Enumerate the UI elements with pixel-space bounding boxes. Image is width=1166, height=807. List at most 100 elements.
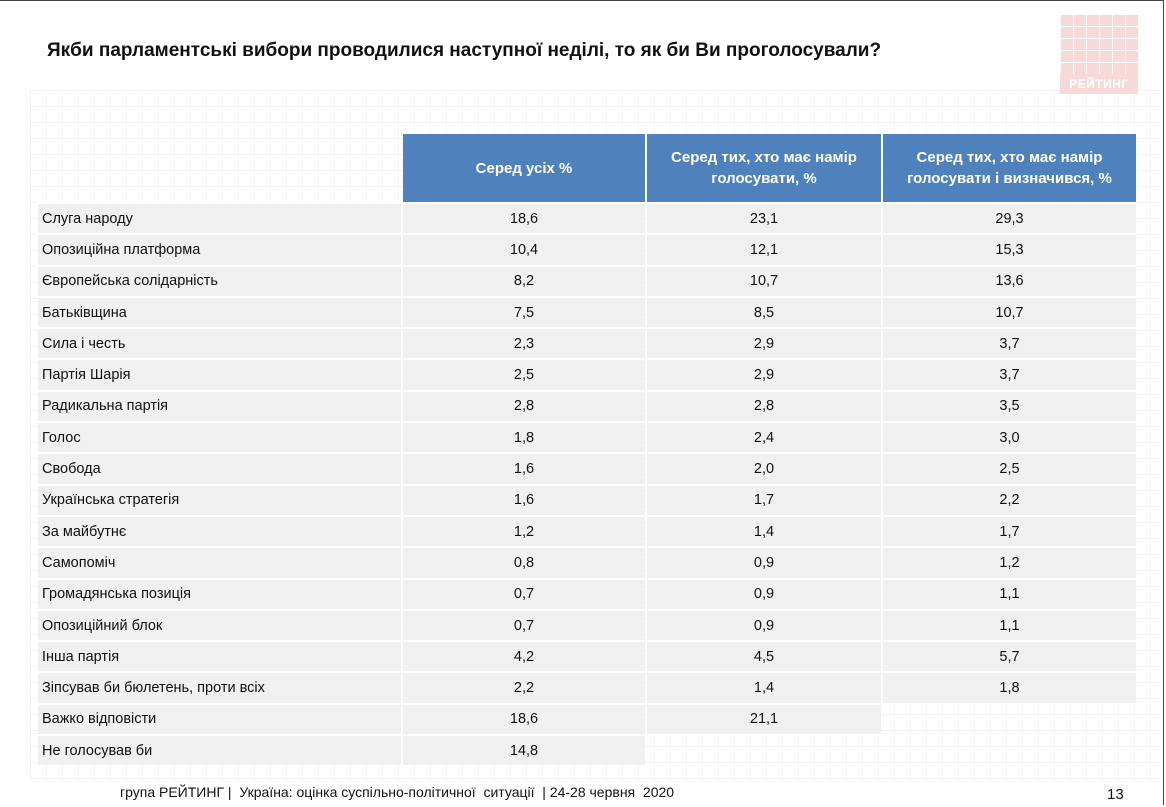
value-cell: 0,9	[647, 577, 881, 609]
header-decided: Серед тих, хто має намір голосувати і ви…	[883, 134, 1136, 202]
footer-text: група РЕЙТИНГ | Україна: оцінка суспільн…	[120, 784, 675, 800]
value-cell: 10,7	[647, 264, 881, 296]
value-cell: 2,4	[647, 421, 881, 453]
value-cell: 4,2	[403, 640, 645, 672]
value-cell: 0,7	[403, 577, 645, 609]
page-number: 13	[1107, 786, 1124, 803]
empty-cell	[883, 734, 1136, 765]
value-cell: 1,7	[883, 514, 1136, 547]
value-cell: 1,1	[883, 608, 1136, 641]
value-cell: 3,5	[883, 389, 1136, 422]
table-row: Самопоміч 0,8 0,9 1,2	[38, 546, 1136, 578]
party-name-cell: Важко відповісти	[38, 702, 401, 735]
value-cell: 2,2	[883, 483, 1136, 515]
party-name-cell: Не голосував би	[38, 734, 401, 766]
value-cell: 1,1	[883, 577, 1136, 609]
value-cell: 8,5	[647, 295, 881, 328]
value-cell: 1,4	[647, 514, 881, 547]
table-row: Свобода 1,6 2,0 2,5	[38, 452, 1136, 484]
table-row: Українська стратегія 1,6 1,7 2,2	[38, 483, 1136, 515]
party-name-cell: Зіпсував би бюлетень, проти всіх	[38, 671, 401, 703]
value-cell: 4,5	[647, 640, 881, 672]
header-blank	[38, 134, 401, 202]
table-row: Батьківщина 7,5 8,5 10,7	[38, 295, 1136, 328]
party-name-cell: Опозиційний блок	[38, 608, 401, 641]
header-row: Серед усіх % Серед тих, хто має намір го…	[38, 134, 1136, 202]
value-cell: 2,3	[403, 327, 645, 359]
table-row: Слуга народу 18,6 23,1 29,3	[38, 202, 1136, 234]
value-cell: 15,3	[883, 233, 1136, 265]
results-table: Серед усіх % Серед тих, хто має намір го…	[36, 134, 1138, 766]
value-cell: 0,9	[647, 546, 881, 578]
value-cell: 21,1	[647, 702, 881, 735]
header-intend: Серед тих, хто має намір голосувати, %	[647, 134, 881, 202]
value-cell: 1,8	[883, 671, 1136, 703]
rating-logo: РЕЙТИНГ	[1060, 14, 1138, 94]
table-row: Громадянська позиція 0,7 0,9 1,1	[38, 577, 1136, 609]
table-row: Важко відповісти 18,6 21,1	[38, 702, 1136, 735]
value-cell: 3,7	[883, 358, 1136, 390]
value-cell: 2,5	[403, 358, 645, 390]
table-body: Слуга народу 18,6 23,1 29,3 Опозиційна платф…	[38, 202, 1136, 766]
table-row: Сила і честь 2,3 2,9 3,7	[38, 327, 1136, 359]
party-name-cell: Громадянська позиція	[38, 577, 401, 609]
value-cell: 2,8	[647, 389, 881, 422]
party-name-cell: Свобода	[38, 452, 401, 484]
value-cell: 12,1	[647, 233, 881, 265]
value-cell: 8,2	[403, 264, 645, 296]
party-name-cell: Батьківщина	[38, 295, 401, 328]
value-cell: 1,2	[883, 546, 1136, 578]
value-cell: 1,6	[403, 483, 645, 515]
value-cell: 2,9	[647, 327, 881, 359]
value-cell: 2,2	[403, 671, 645, 703]
value-cell: 29,3	[883, 202, 1136, 234]
party-name-cell: Слуга народу	[38, 202, 401, 234]
value-cell: 0,7	[403, 608, 645, 641]
table-row: Не голосував би 14,8	[38, 734, 1136, 766]
table-row: Опозиційний блок 0,7 0,9 1,1	[38, 608, 1136, 641]
table-row: Голос 1,8 2,4 3,0	[38, 421, 1136, 453]
party-name-cell: Голос	[38, 421, 401, 453]
table-row: Опозиційна платформа 10,4 12,1 15,3	[38, 233, 1136, 265]
logo-text: РЕЙТИНГ	[1069, 77, 1129, 91]
value-cell: 1,4	[647, 671, 881, 703]
empty-cell	[883, 702, 1136, 734]
value-cell: 3,0	[883, 421, 1136, 453]
table-row: Радикальна партія 2,8 2,8 3,5	[38, 389, 1136, 422]
page-title: Якби парламентські вибори проводилися на…	[47, 40, 882, 61]
value-cell: 13,6	[883, 264, 1136, 296]
logo-grid-pattern	[1060, 14, 1138, 74]
table-row: За майбутнє 1,2 1,4 1,7	[38, 514, 1136, 547]
value-cell: 1,6	[403, 452, 645, 484]
value-cell: 1,8	[403, 421, 645, 453]
value-cell: 23,1	[647, 202, 881, 234]
header-all: Серед усіх %	[403, 134, 645, 202]
value-cell: 2,5	[883, 452, 1136, 484]
value-cell: 2,8	[403, 389, 645, 422]
party-name-cell: Сила і честь	[38, 327, 401, 359]
value-cell: 3,7	[883, 327, 1136, 359]
value-cell: 5,7	[883, 640, 1136, 672]
table-row: Європейська солідарність 8,2 10,7 13,6	[38, 264, 1136, 296]
value-cell: 0,8	[403, 546, 645, 578]
table-row: Інша партія 4,2 4,5 5,7	[38, 640, 1136, 672]
table-row: Партія Шарія 2,5 2,9 3,7	[38, 358, 1136, 390]
party-name-cell: Європейська солідарність	[38, 264, 401, 296]
value-cell: 14,8	[403, 734, 645, 766]
value-cell: 18,6	[403, 702, 645, 735]
value-cell: 18,6	[403, 202, 645, 234]
value-cell: 2,9	[647, 358, 881, 390]
party-name-cell: Інша партія	[38, 640, 401, 672]
value-cell: 10,4	[403, 233, 645, 265]
party-name-cell: Партія Шарія	[38, 358, 401, 390]
empty-cell	[647, 734, 881, 765]
party-name-cell: Українська стратегія	[38, 483, 401, 515]
party-name-cell: Самопоміч	[38, 546, 401, 578]
value-cell: 1,7	[647, 483, 881, 515]
table-row: Зіпсував би бюлетень, проти всіх 2,2 1,4 1,…	[38, 671, 1136, 703]
value-cell: 10,7	[883, 295, 1136, 328]
party-name-cell: Радикальна партія	[38, 389, 401, 422]
value-cell: 2,0	[647, 452, 881, 484]
value-cell: 1,2	[403, 514, 645, 547]
